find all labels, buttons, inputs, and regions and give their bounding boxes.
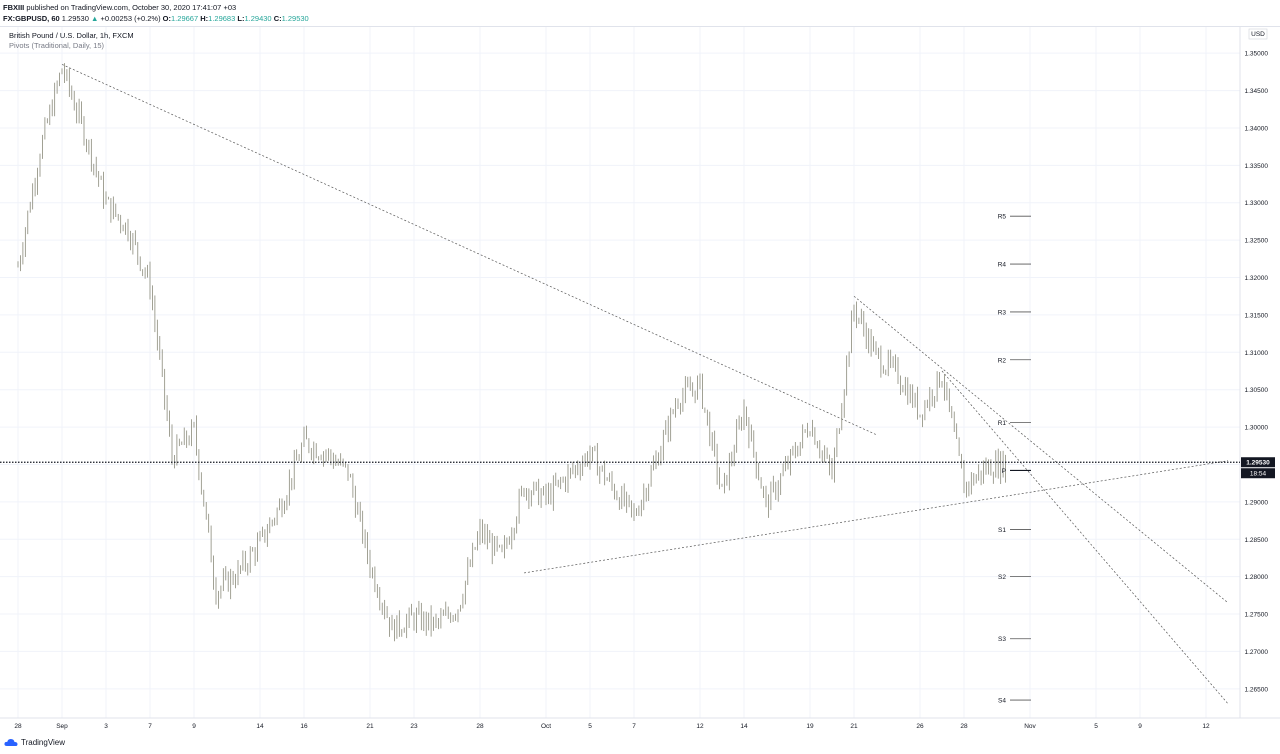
close-label: C:	[273, 14, 282, 23]
chart-title: British Pound / U.S. Dollar, 1h, FXCM	[9, 31, 134, 40]
high-value: 1.29683	[208, 14, 236, 23]
price-badge	[1241, 457, 1275, 468]
pivot-label: R4	[998, 262, 1007, 269]
x-tick-label: 5	[1094, 723, 1098, 730]
cloud-icon	[4, 739, 18, 746]
x-tick-label: Nov	[1024, 723, 1036, 730]
pivot-label: R5	[998, 214, 1007, 221]
publisher-name[interactable]: FBXIII	[3, 3, 25, 12]
y-tick-label: 1.29000	[1245, 499, 1269, 506]
close-value: 1.29530	[281, 14, 309, 23]
price-badge-text: 1.29530	[1246, 460, 1270, 467]
countdown-badge	[1241, 468, 1275, 479]
high-label: H:	[200, 14, 209, 23]
published-text: published on TradingView.com, October 30…	[26, 3, 237, 12]
y-tick-label: 1.33500	[1245, 163, 1269, 170]
chart-grid	[0, 27, 1240, 718]
pivot-label: S4	[998, 698, 1006, 705]
x-tick-label: 12	[696, 723, 704, 730]
low-value: 1.29430	[244, 14, 272, 23]
y-tick-label: 1.33000	[1245, 200, 1269, 207]
x-tick-label: 7	[148, 723, 152, 730]
open-value: 1.29667	[171, 14, 199, 23]
x-tick-label: 9	[1138, 723, 1142, 730]
countdown-badge-text: 18:54	[1250, 471, 1267, 478]
y-tick-label: 1.34500	[1245, 88, 1269, 95]
y-tick-label: 1.28000	[1245, 574, 1269, 581]
pivot-levels: R5 R4 R3 R2 R1 P S1 S2 S3 S4	[998, 214, 1031, 705]
x-tick-label: 9	[192, 723, 196, 730]
pivot-label: R1	[998, 420, 1007, 427]
x-tick-label: Sep	[56, 723, 68, 730]
x-tick-label: Oct	[541, 723, 551, 730]
publish-header: FBXIII published on TradingView.com, Oct…	[3, 2, 309, 24]
y-tick-label: 1.32000	[1245, 275, 1269, 282]
x-tick-label: 12	[1202, 723, 1210, 730]
low-label: L:	[237, 14, 245, 23]
pivot-label: P	[1002, 468, 1006, 475]
pivot-label: S1	[998, 527, 1006, 534]
trendline	[853, 295, 1229, 604]
y-tick-label: 1.30500	[1245, 387, 1269, 394]
pivot-label: R2	[998, 357, 1007, 364]
x-tick-label: 28	[14, 723, 22, 730]
tradingview-logo[interactable]: TradingView	[4, 738, 65, 747]
y-tick-label: 1.31500	[1245, 312, 1269, 319]
currency-box	[1248, 28, 1268, 40]
y-tick-label: 1.32500	[1245, 238, 1269, 245]
x-tick-label: 21	[850, 723, 858, 730]
pivot-label: S3	[998, 636, 1006, 643]
x-tick-label: 7	[632, 723, 636, 730]
symbol-label[interactable]: FX:GBPUSD, 60	[3, 14, 60, 23]
triangle-up-icon: ▲	[91, 14, 99, 23]
x-tick-label: 3	[104, 723, 108, 730]
x-tick-label: 28	[476, 723, 484, 730]
y-tick-label: 1.34000	[1245, 125, 1269, 132]
x-tick-label: 21	[366, 723, 374, 730]
trendlines	[61, 64, 1229, 705]
y-tick-label: 1.26500	[1245, 686, 1269, 693]
open-label: O:	[162, 14, 172, 23]
pivot-label: R3	[998, 309, 1007, 316]
x-tick-label: 14	[740, 723, 748, 730]
x-tick-label: 5	[588, 723, 592, 730]
trendline	[61, 64, 877, 435]
x-tick-label: 14	[256, 723, 264, 730]
y-tick-label: 1.31000	[1245, 350, 1269, 357]
y-tick-label: 1.27000	[1245, 649, 1269, 656]
currency-label: USD	[1251, 31, 1265, 38]
candlesticks	[17, 63, 1006, 642]
pivot-label: S2	[998, 574, 1006, 581]
trendline	[523, 460, 1229, 574]
brand-name: TradingView	[21, 738, 66, 747]
price-change: +0.00253 (+0.2%)	[100, 14, 161, 23]
indicator-label[interactable]: Pivots (Traditional, Daily, 15)	[9, 41, 105, 50]
x-tick-label: 23	[410, 723, 418, 730]
x-tick-label: 16	[300, 723, 308, 730]
y-tick-label: 1.30000	[1245, 425, 1269, 432]
x-tick-label: 19	[806, 723, 814, 730]
y-tick-label: 1.28500	[1245, 537, 1269, 544]
last-price: 1.29530	[61, 14, 89, 23]
y-tick-label: 1.27500	[1245, 612, 1269, 619]
x-tick-label: 26	[916, 723, 924, 730]
y-tick-label: 1.35000	[1245, 51, 1269, 58]
x-tick-label: 28	[960, 723, 968, 730]
axes: 1.35000 1.34500 1.34000 1.33500 1.33000 1.325…	[0, 26, 1280, 730]
trendline	[941, 370, 1229, 705]
